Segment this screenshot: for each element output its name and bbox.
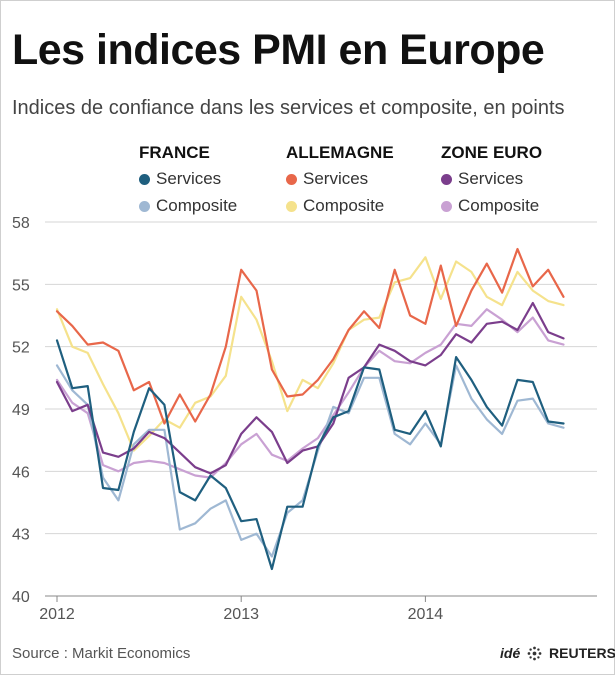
legend-dot-icon — [139, 201, 150, 212]
grid-lines: 40 43 46 49 52 55 58 — [12, 215, 597, 606]
legend-dot-icon — [441, 201, 452, 212]
legend-label: Composite — [303, 196, 385, 215]
legend-label: Services — [156, 169, 222, 188]
x-tick-label: 2013 — [223, 606, 259, 623]
y-tick-label: 55 — [12, 277, 30, 294]
legend-item-france-services: Services — [139, 165, 237, 192]
legend-label: Composite — [156, 196, 238, 215]
y-tick-label: 40 — [12, 589, 30, 606]
x-tick-label: 2014 — [408, 606, 444, 623]
legend-label: Services — [458, 169, 524, 188]
legend-group-zone-euro: ZONE EURO Services Composite — [441, 141, 542, 219]
series-line-france-composite — [55, 364, 565, 558]
legend-label: Services — [303, 169, 369, 188]
legend-dot-icon — [286, 174, 297, 185]
series-line-france-services — [55, 339, 565, 571]
legend-heading-zone-euro: ZONE EURO — [441, 143, 543, 162]
y-tick-label: 52 — [12, 340, 30, 357]
legend-dot-icon — [441, 174, 452, 185]
series-lines — [55, 247, 565, 571]
legend-item-france-composite: Composite — [139, 192, 237, 219]
legend-label: Composite — [458, 196, 540, 215]
brand-prefix: idé — [500, 645, 521, 661]
reuters-logo-icon — [527, 646, 542, 661]
legend-item-zone-euro-composite: Composite — [441, 192, 542, 219]
series-line-zone-euro-composite — [55, 308, 565, 479]
legend-item-allemagne-composite: Composite — [286, 192, 394, 219]
legend-heading-allemagne: ALLEMAGNE — [286, 143, 394, 162]
legend-group-france: FRANCE Services Composite — [139, 141, 237, 219]
legend-item-zone-euro-services: Services — [441, 165, 542, 192]
series-line-zone-euro-services — [55, 301, 565, 475]
chart-subtitle: Indices de confiance dans les services e… — [12, 97, 565, 119]
legend-heading-france: FRANCE — [139, 143, 210, 162]
y-tick-label: 43 — [12, 527, 30, 544]
y-tick-label: 58 — [12, 215, 30, 232]
brand-name: REUTERS — [549, 645, 615, 661]
y-tick-label: 49 — [12, 402, 30, 419]
chart-title: Les indices PMI en Europe — [12, 26, 545, 74]
legend-dot-icon — [139, 174, 150, 185]
series-line-allemagne-services — [55, 247, 565, 425]
x-axis-ticks: 2012 2013 2014 — [39, 596, 443, 623]
legend-group-allemagne: ALLEMAGNE Services Composite — [286, 141, 394, 219]
legend-dot-icon — [286, 201, 297, 212]
series-line-allemagne-composite — [55, 256, 565, 452]
legend-item-allemagne-services: Services — [286, 165, 394, 192]
x-tick-label: 2012 — [39, 606, 75, 623]
reuters-brand: idé REUTERS — [500, 645, 615, 662]
y-tick-label: 46 — [12, 464, 30, 481]
source-note: Source : Markit Economics — [12, 645, 191, 662]
